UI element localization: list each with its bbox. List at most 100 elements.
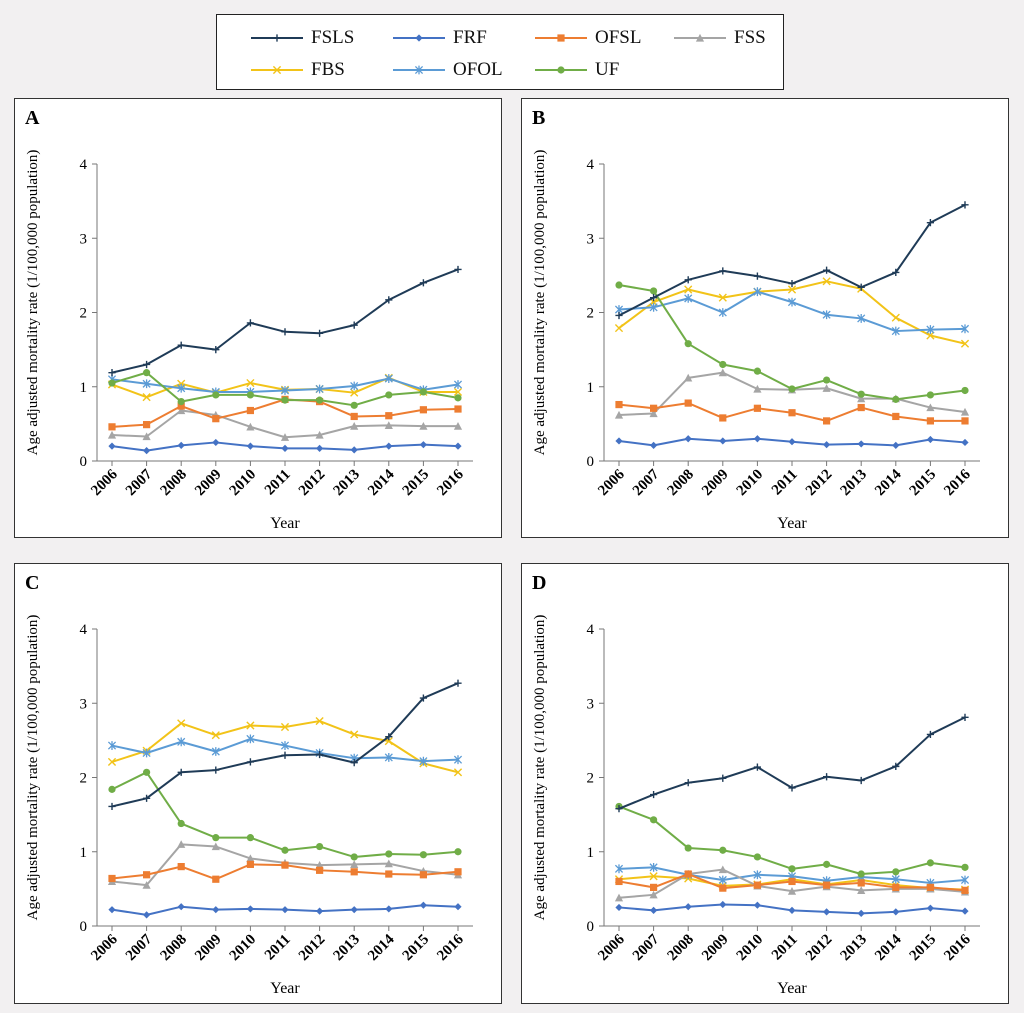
data-point-fbs	[649, 872, 658, 881]
data-point-fsls	[615, 805, 623, 813]
x-tick-label: 2011	[769, 467, 801, 499]
series-frf	[108, 901, 462, 919]
data-point-uf	[143, 369, 151, 377]
data-point-fbs	[453, 387, 463, 397]
data-point-frf	[385, 442, 393, 450]
legend-swatch-fbs	[251, 65, 303, 75]
data-point-uf	[454, 394, 462, 402]
series-fsls	[615, 713, 969, 813]
data-point-frf	[615, 903, 623, 912]
panel-label: B	[532, 107, 546, 129]
data-point-fss	[177, 406, 186, 415]
x-tick-label: 2008	[158, 467, 191, 500]
data-point-uf	[350, 401, 358, 409]
data-point-fbs	[926, 331, 935, 340]
y-tick-label: 0	[80, 919, 88, 935]
data-point-frf	[684, 903, 692, 911]
data-point-ofsl	[108, 423, 116, 431]
data-point-uf	[316, 396, 324, 404]
data-point-ofol	[142, 379, 151, 389]
legend-label-fss: FSS	[734, 27, 766, 48]
data-point-fbs	[107, 757, 117, 767]
y-tick-label: 4	[587, 157, 595, 173]
data-point-fsls	[892, 762, 900, 770]
data-point-fsls	[212, 346, 220, 354]
data-point-uf	[926, 859, 934, 867]
data-point-frf	[650, 441, 658, 450]
x-tick-label: 2015	[907, 467, 940, 500]
data-point-ofsl	[892, 883, 900, 891]
data-point-ofsl	[926, 417, 934, 425]
data-point-fsls	[823, 266, 831, 274]
data-point-frf	[350, 446, 358, 454]
legend-label-uf: UF	[595, 59, 620, 80]
data-point-uf	[212, 834, 220, 842]
data-point-fss	[419, 422, 428, 430]
legend-item-ofol: OFOL	[391, 59, 503, 81]
data-point-fss	[822, 384, 831, 392]
data-point-uf	[823, 376, 831, 384]
series-uf	[108, 369, 462, 409]
y-axis-title: Age adjusted mortality rate (1/100,000 p…	[25, 615, 41, 921]
data-point-frf	[823, 441, 831, 449]
x-tick-label: 2010	[227, 467, 260, 500]
data-point-frf	[719, 900, 727, 909]
data-point-fsls	[281, 328, 289, 336]
x-tick-label: 2014	[365, 466, 398, 499]
data-point-frf	[316, 444, 324, 452]
legend-marker-uf	[557, 66, 565, 74]
data-point-fbs	[246, 378, 255, 388]
data-point-ofsl	[454, 405, 462, 413]
data-point-ofol	[384, 753, 393, 762]
data-point-ofol	[107, 741, 117, 750]
x-tick-label: 2007	[123, 466, 156, 499]
data-point-fss	[787, 887, 797, 895]
data-point-frf	[823, 908, 831, 916]
data-point-fbs	[453, 768, 463, 777]
data-point-uf	[108, 785, 116, 793]
series-uf	[108, 768, 462, 861]
data-point-fss	[384, 859, 393, 868]
data-point-fsls	[823, 773, 831, 781]
data-point-fss	[614, 410, 624, 419]
data-point-frf	[212, 438, 220, 447]
data-point-fsls	[246, 758, 254, 766]
data-point-fss	[177, 840, 186, 848]
series-ofol	[107, 734, 463, 766]
data-point-ofsl	[350, 868, 358, 876]
legend-swatch-frf	[393, 34, 445, 42]
series-line-fsls	[618, 716, 966, 810]
data-point-fsls	[615, 311, 623, 320]
data-point-fss	[142, 881, 151, 889]
data-point-ofol	[718, 308, 727, 317]
data-point-ofol	[960, 324, 970, 334]
data-point-ofsl	[419, 871, 427, 879]
data-point-ofsl	[615, 400, 623, 409]
data-point-ofol	[614, 864, 624, 874]
data-point-ofsl	[615, 877, 623, 886]
series-line-uf	[618, 805, 966, 876]
series-ofol	[614, 287, 970, 336]
legend-swatch-ofsl	[535, 34, 587, 42]
data-point-fsls	[419, 694, 427, 702]
data-point-ofol	[211, 747, 220, 756]
y-tick-label: 3	[80, 231, 88, 247]
data-point-uf	[684, 340, 692, 348]
data-point-uf	[753, 367, 761, 375]
data-point-frf	[212, 906, 220, 914]
y-tick-label: 0	[587, 454, 595, 470]
data-point-uf	[719, 846, 727, 854]
data-point-frf	[281, 906, 289, 914]
data-point-fss	[384, 421, 393, 429]
y-axis-title: Age adjusted mortality rate (1/100,000 p…	[25, 150, 41, 456]
data-point-fbs	[315, 716, 324, 726]
data-point-fss	[453, 422, 463, 430]
data-point-ofsl	[143, 421, 151, 429]
x-tick-label: 2006	[595, 931, 628, 964]
data-point-ofsl	[753, 404, 761, 412]
x-tick-label: 2015	[400, 467, 433, 500]
